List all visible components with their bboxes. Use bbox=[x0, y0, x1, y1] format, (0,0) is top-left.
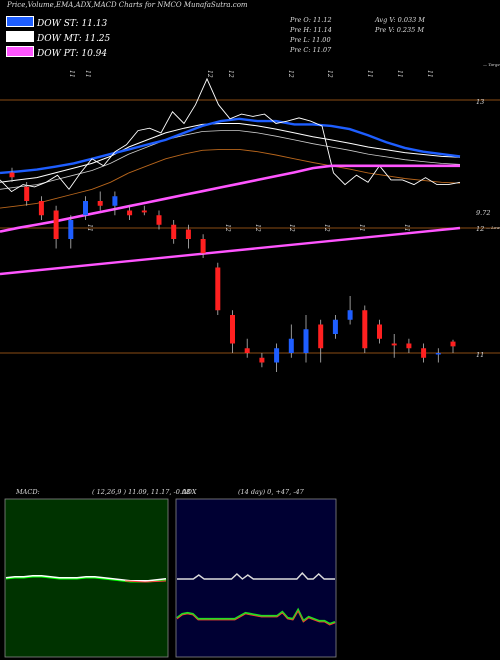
legend-swatch-pt bbox=[6, 46, 34, 57]
candle-body bbox=[347, 310, 353, 320]
legend-label-mt: DOW MT: 11.25 bbox=[37, 34, 111, 44]
candle-body bbox=[406, 343, 412, 349]
date-tick-top: 12 bbox=[287, 70, 294, 78]
adx-plus-di-line bbox=[176, 607, 336, 626]
candle-body bbox=[230, 315, 235, 344]
candle-body bbox=[97, 201, 103, 206]
candle-body bbox=[9, 172, 15, 178]
candle-body bbox=[171, 224, 177, 239]
candle-body bbox=[141, 210, 147, 213]
candle-body bbox=[83, 201, 88, 216]
candle-body bbox=[274, 348, 280, 363]
candle-body bbox=[288, 338, 294, 353]
candle-body bbox=[38, 201, 44, 216]
candle-body bbox=[127, 210, 133, 216]
dow-pt-candle-line bbox=[0, 226, 461, 276]
date-tick-mid: 11 bbox=[403, 224, 410, 232]
dow-mt-line bbox=[0, 123, 461, 183]
adx-line bbox=[177, 571, 335, 580]
stat-pre-close: Pre C: 11.07 bbox=[290, 46, 332, 54]
ema-long-line bbox=[0, 148, 461, 209]
date-tick-mid: 11 bbox=[358, 224, 365, 232]
date-tick-top: 11 bbox=[68, 70, 75, 78]
date-tick-mid: 12 bbox=[224, 224, 231, 232]
date-tick-mid: 12 bbox=[254, 224, 261, 232]
candle-body bbox=[156, 215, 162, 225]
dow-pt-line bbox=[0, 164, 460, 233]
date-tick-top: 11 bbox=[426, 70, 433, 78]
date-tick-top: 11 bbox=[366, 70, 373, 78]
legend-label-pt: DOW PT: 10.94 bbox=[37, 49, 108, 59]
date-tick-top: 11 bbox=[84, 70, 91, 78]
price-tag-upper: — Target bbox=[483, 62, 500, 67]
date-tick-top: 12 bbox=[326, 70, 333, 78]
candle-body bbox=[421, 348, 427, 358]
date-tick-mid: 12 bbox=[288, 224, 295, 232]
stat-pre-open: Pre O: 11.12 bbox=[290, 16, 332, 24]
candle-body bbox=[259, 357, 265, 363]
adx-panel bbox=[175, 498, 337, 658]
dow-st-line bbox=[0, 117, 461, 175]
price-label-12: 12 bbox=[476, 225, 484, 233]
candle-body bbox=[391, 343, 397, 346]
legend-dow-mt: DOW MT: 11.25 bbox=[6, 31, 110, 44]
candle-body bbox=[377, 324, 382, 339]
price-label-11: 11 bbox=[476, 351, 484, 359]
date-tick-mid: 11 bbox=[86, 224, 93, 232]
chart-title: Price,Volume,EMA,ADX,MACD Charts for NMC… bbox=[7, 1, 248, 9]
close-price-line bbox=[0, 77, 461, 193]
candle-body bbox=[362, 310, 368, 349]
date-tick-top: 11 bbox=[396, 70, 403, 78]
candle-body bbox=[318, 324, 324, 349]
candle-body bbox=[24, 186, 30, 201]
macd-hist-line bbox=[124, 580, 167, 583]
date-tick-mid: 12 bbox=[323, 224, 330, 232]
candle-body bbox=[185, 229, 191, 239]
adx-values: (14 day) 0, +47, -47 bbox=[238, 488, 304, 496]
adx-minus-di-line bbox=[176, 610, 336, 626]
macd-label: MACD: bbox=[16, 488, 40, 496]
adx-label: ADX bbox=[182, 488, 197, 496]
legend-label-st: DOW ST: 11.13 bbox=[37, 19, 108, 29]
macd-values: ( 12,26,9 ) 11.09, 11.17, -0.08 bbox=[92, 488, 191, 496]
date-tick-top: 12 bbox=[206, 70, 213, 78]
stat-pre-low: Pre L: 11.00 bbox=[290, 36, 331, 44]
candle-body bbox=[200, 239, 206, 254]
candle-body bbox=[303, 329, 309, 353]
ema-white-lower-line bbox=[0, 130, 461, 190]
candle-body bbox=[450, 341, 456, 347]
price-label-13: 13 bbox=[476, 98, 484, 106]
stat-avg-volume: Avg V: 0.033 M bbox=[375, 16, 425, 24]
macd-signal-line bbox=[5, 575, 167, 582]
price-tag-lower: — Lower bbox=[486, 225, 500, 230]
candle-body bbox=[435, 353, 441, 355]
legend-swatch-st bbox=[6, 16, 34, 27]
price-label-972: 9.72 bbox=[476, 209, 490, 217]
stat-pre-high: Pre H: 11.14 bbox=[290, 26, 332, 34]
legend-dow-st: DOW ST: 11.13 bbox=[6, 16, 107, 29]
stat-pre-volume: Pre V: 0.235 M bbox=[375, 26, 425, 34]
legend-dow-pt: DOW PT: 10.94 bbox=[6, 46, 107, 59]
candle-body bbox=[112, 196, 118, 206]
legend-swatch-mt bbox=[6, 31, 34, 42]
candle-body bbox=[244, 348, 250, 353]
candle-body bbox=[68, 220, 74, 239]
date-tick-top: 12 bbox=[227, 70, 234, 78]
candle-body bbox=[53, 210, 59, 239]
candle-body bbox=[332, 319, 338, 334]
candle-body bbox=[215, 267, 221, 311]
